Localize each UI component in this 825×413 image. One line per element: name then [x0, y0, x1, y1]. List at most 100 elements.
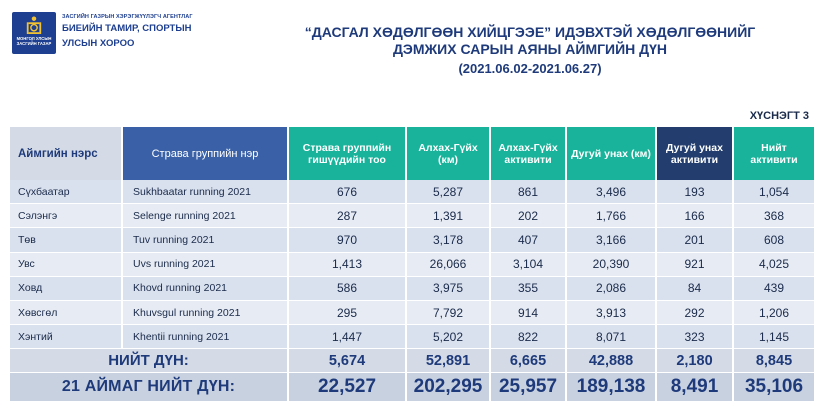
cell-group: Uvs running 2021 [123, 252, 289, 277]
government-emblem: МОНГОЛ УЛСЫН ЗАСГИЙН ГАЗАР [12, 12, 56, 54]
table-row: Увс Uvs running 2021 1,413 26,066 3,104 … [10, 252, 816, 277]
table-header-row: Аймгийн нэрс Страва группийн нэр Страва … [10, 127, 816, 180]
cell-total-activity: 608 [734, 228, 816, 253]
total-row: НИЙТ ДҮН: 5,674 52,891 6,665 42,888 2,18… [10, 349, 816, 374]
table-row: Сүхбаатар Sukhbaatar running 2021 676 5,… [10, 180, 816, 205]
cell-aimag: Хэнтий [10, 325, 123, 350]
cell-members: 970 [289, 228, 407, 253]
cell-walk-km: 26,066 [407, 252, 491, 277]
cell-members: 1,413 [289, 252, 407, 277]
cell-aimag: Сэлэнгэ [10, 204, 123, 229]
cell-bike-km: 1,766 [567, 204, 657, 229]
agency-title-line1: БИЕИЙН ТАМИР, СПОРТЫН [62, 23, 192, 34]
cell-bike-km: 3,913 [567, 300, 657, 326]
cell-aimag: Хөвсгөл [10, 300, 123, 326]
cell-group: Khentii running 2021 [123, 325, 289, 350]
total-walk-activity: 6,665 [491, 349, 567, 374]
header-walk-activity: Алхах-Гүйх активити [491, 127, 567, 180]
cell-group: Khuvsgul running 2021 [123, 300, 289, 326]
total-bike-km: 42,888 [567, 349, 657, 374]
cell-aimag: Ховд [10, 276, 123, 301]
grand-total-bike-km: 189,138 [567, 373, 657, 403]
cell-bike-km: 3,496 [567, 180, 657, 205]
header-aimag: Аймгийн нэрс [10, 127, 123, 180]
cell-members: 1,447 [289, 325, 407, 350]
grand-total-members: 22,527 [289, 373, 407, 403]
cell-walk-km: 3,178 [407, 228, 491, 253]
cell-bike-activity: 84 [657, 276, 734, 301]
grand-total-label: 21 АЙМАГ НИЙТ ДҮН: [10, 373, 289, 403]
cell-walk-activity: 861 [491, 180, 567, 205]
agency-title-line2: УЛСЫН ХОРОО [62, 38, 135, 49]
cell-aimag: Сүхбаатар [10, 180, 123, 205]
header-members: Страва группийн гишүүдийн тоо [289, 127, 407, 180]
cell-bike-activity: 323 [657, 325, 734, 350]
table-row: Хөвсгөл Khuvsgul running 2021 295 7,792 … [10, 300, 816, 326]
cell-walk-km: 7,792 [407, 300, 491, 326]
cell-total-activity: 1,054 [734, 180, 816, 205]
total-walk-km: 52,891 [407, 349, 491, 374]
grand-total-bike-activity: 8,491 [657, 373, 734, 403]
cell-bike-activity: 201 [657, 228, 734, 253]
page-title: “ДАСГАЛ ХӨДӨЛГӨӨН ХИЙЦГЭЭЕ” ИДЭВХТЭЙ ХӨД… [250, 24, 810, 78]
cell-members: 287 [289, 204, 407, 229]
cell-group: Sukhbaatar running 2021 [123, 180, 289, 205]
title-date-range: (2021.06.02-2021.06.27) [458, 61, 602, 76]
table-row: Хэнтий Khentii running 2021 1,447 5,202 … [10, 325, 816, 350]
cell-total-activity: 1,145 [734, 325, 816, 350]
header-strava-group: Страва группийн нэр [123, 127, 289, 180]
cell-walk-activity: 3,104 [491, 252, 567, 277]
header-bike-activity: Дугуй унах активити [657, 127, 734, 180]
cell-total-activity: 4,025 [734, 252, 816, 277]
cell-bike-km: 8,071 [567, 325, 657, 350]
cell-group: Khovd running 2021 [123, 276, 289, 301]
cell-bike-activity: 292 [657, 300, 734, 326]
cell-total-activity: 1,206 [734, 300, 816, 326]
cell-walk-km: 5,287 [407, 180, 491, 205]
cell-walk-activity: 202 [491, 204, 567, 229]
cell-walk-activity: 822 [491, 325, 567, 350]
table-row: Төв Tuv running 2021 970 3,178 407 3,166… [10, 228, 816, 253]
cell-bike-activity: 921 [657, 252, 734, 277]
grand-total-total-activity: 35,106 [734, 373, 816, 403]
grand-total-walk-km: 202,295 [407, 373, 491, 403]
cell-walk-km: 1,391 [407, 204, 491, 229]
results-table: Аймгийн нэрс Страва группийн нэр Страва … [10, 127, 816, 403]
cell-walk-km: 3,975 [407, 276, 491, 301]
cell-bike-km: 3,166 [567, 228, 657, 253]
total-bike-activity: 2,180 [657, 349, 734, 374]
emblem-caption: МОНГОЛ УЛСЫН ЗАСГИЙН ГАЗАР [16, 36, 52, 46]
cell-walk-activity: 407 [491, 228, 567, 253]
total-label: НИЙТ ДҮН: [10, 349, 289, 374]
table-row: Сэлэнгэ Selenge running 2021 287 1,391 2… [10, 204, 816, 229]
grand-total-walk-activity: 25,957 [491, 373, 567, 403]
soyombo-icon [26, 16, 42, 34]
cell-group: Selenge running 2021 [123, 204, 289, 229]
cell-walk-activity: 914 [491, 300, 567, 326]
agency-name: ЗАСГИЙН ГАЗРЫН ХЭРЭГЖҮҮЛЭГЧ АГЕНТЛАГ БИЕ… [62, 14, 193, 50]
cell-aimag: Төв [10, 228, 123, 253]
table-row: Ховд Khovd running 2021 586 3,975 355 2,… [10, 276, 816, 301]
cell-bike-activity: 166 [657, 204, 734, 229]
cell-members: 295 [289, 300, 407, 326]
header-bike-km: Дугуй унах (км) [567, 127, 657, 180]
cell-members: 676 [289, 180, 407, 205]
cell-total-activity: 439 [734, 276, 816, 301]
agency-subtitle: ЗАСГИЙН ГАЗРЫН ХЭРЭГЖҮҮЛЭГЧ АГЕНТЛАГ [62, 14, 193, 20]
cell-walk-km: 5,202 [407, 325, 491, 350]
table-number: ХҮСНЭГТ 3 [749, 110, 809, 122]
cell-walk-activity: 355 [491, 276, 567, 301]
grand-total-row: 21 АЙМАГ НИЙТ ДҮН: 22,527 202,295 25,957… [10, 373, 816, 403]
title-line2: ДЭМЖИХ САРЫН АЯНЫ АЙМГИЙН ДҮН [392, 41, 668, 57]
title-line1: “ДАСГАЛ ХӨДӨЛГӨӨН ХИЙЦГЭЭЕ” ИДЭВХТЭЙ ХӨД… [304, 24, 756, 40]
cell-group: Tuv running 2021 [123, 228, 289, 253]
total-total-activity: 8,845 [734, 349, 816, 374]
cell-bike-km: 20,390 [567, 252, 657, 277]
cell-aimag: Увс [10, 252, 123, 277]
header-total-activity: Нийт активити [734, 127, 816, 180]
cell-members: 586 [289, 276, 407, 301]
total-members: 5,674 [289, 349, 407, 374]
cell-bike-activity: 193 [657, 180, 734, 205]
header-walk-km: Алхах-Гүйх (км) [407, 127, 491, 180]
logo-block: МОНГОЛ УЛСЫН ЗАСГИЙН ГАЗАР ЗАСГИЙН ГАЗРЫ… [12, 12, 193, 54]
